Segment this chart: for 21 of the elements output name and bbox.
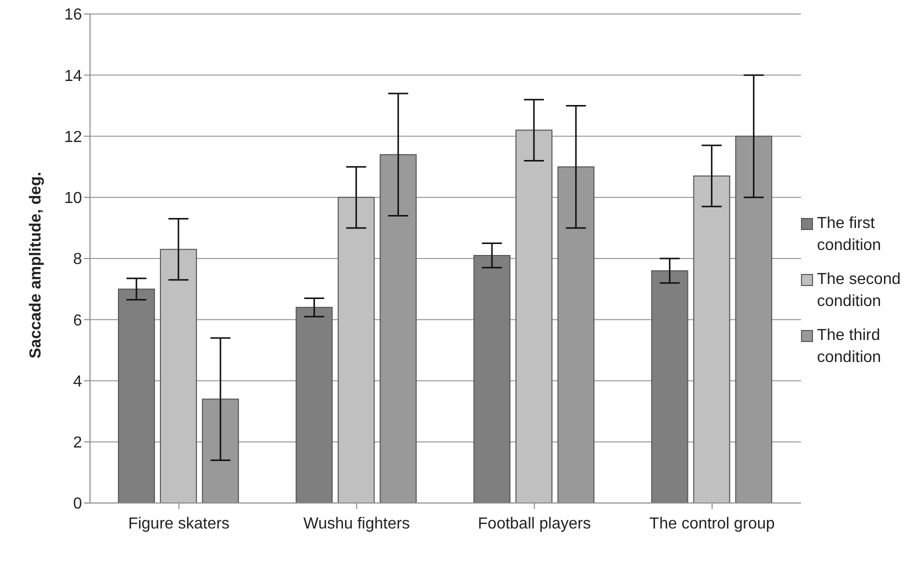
legend-label: The first condition — [817, 214, 882, 256]
y-tick-label: 8 — [73, 251, 82, 268]
legend-label: The third condition — [817, 326, 882, 368]
x-tick-label: Wushu fighters — [303, 515, 410, 532]
bar — [515, 130, 552, 503]
legend-label: The second condition — [817, 270, 902, 312]
y-tick-label: 14 — [64, 68, 82, 85]
bar — [160, 248, 197, 503]
x-tick-label: Football players — [478, 515, 591, 532]
y-tick-label: 10 — [64, 190, 82, 208]
y-tick-label: 4 — [73, 373, 82, 390]
bar — [338, 196, 375, 503]
y-tick-label: 12 — [64, 128, 82, 146]
y-tick-label: 16 — [64, 6, 82, 24]
x-tick-label: The control group — [649, 515, 775, 532]
y-tick-label: 2 — [73, 434, 82, 452]
x-tick-label: Figure skaters — [128, 515, 230, 532]
y-tick-label: 6 — [73, 312, 82, 330]
y-axis-title: Saccade amplitude, deg. — [28, 172, 45, 358]
y-tick-label: 0 — [73, 496, 82, 513]
bar — [693, 175, 730, 503]
